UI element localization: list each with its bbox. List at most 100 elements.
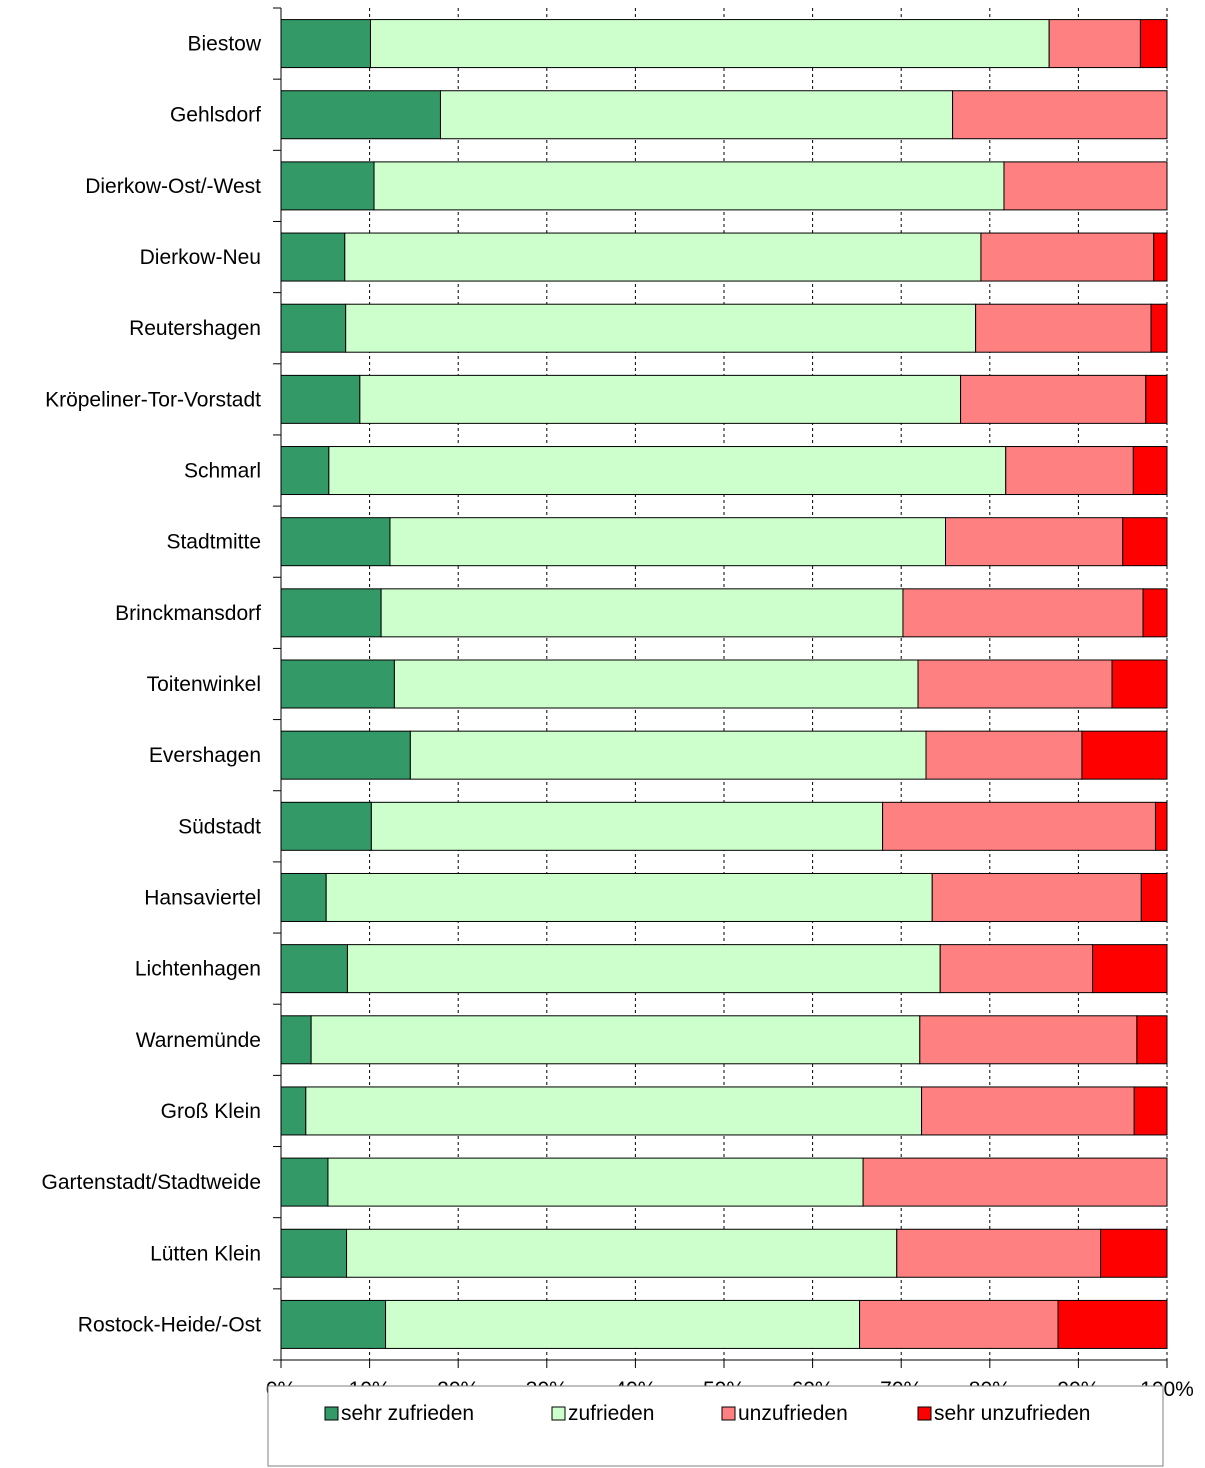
bar-segment [859, 1299, 1059, 1349]
bar-segment [952, 90, 1168, 140]
bar-segment [1048, 19, 1141, 69]
bar-segment [1136, 1015, 1168, 1065]
category-label: Brinckmansdorf [115, 602, 261, 625]
bar-segment [280, 161, 375, 211]
bar-segment [280, 19, 371, 69]
bars [280, 19, 1168, 1349]
bar-segment [280, 1015, 312, 1065]
category-labels: Biestow Gehlsdorf Dierkow-Ost/-West Dierkow… [42, 33, 262, 1337]
bar-segment [280, 588, 382, 638]
bar-segment [1122, 517, 1168, 567]
bar-segment [945, 517, 1124, 567]
category-label: Südstadt [178, 815, 261, 838]
bar-segment [327, 1157, 864, 1207]
legend-label: unzufrieden [738, 1402, 848, 1425]
bar-segment [917, 659, 1113, 709]
bar-segment [359, 374, 962, 424]
bar-segment [439, 90, 954, 140]
bar-segment [370, 801, 884, 851]
category-label: Gehlsdorf [170, 104, 261, 127]
bar-segment [280, 232, 346, 282]
legend-swatch [324, 1406, 339, 1421]
bar-segment [280, 303, 347, 353]
bar-segment [305, 1086, 923, 1136]
bar-segment [389, 517, 946, 567]
category-label: Lichtenhagen [135, 958, 261, 981]
bar-segment [280, 1157, 329, 1207]
bar-segment [280, 944, 348, 994]
legend-label: sehr unzufrieden [934, 1402, 1090, 1425]
bar-segment [346, 944, 941, 994]
bar-segment [385, 1299, 861, 1349]
bar-segment [939, 944, 1094, 994]
legend-swatch [721, 1406, 736, 1421]
bar-segment [925, 730, 1083, 780]
category-label: Groß Klein [161, 1100, 261, 1123]
category-label: Dierkow-Ost/-West [85, 175, 261, 198]
bar-segment [280, 1086, 307, 1136]
bar-segment [1145, 374, 1168, 424]
bar-segment [896, 1228, 1102, 1278]
bar-segment [409, 730, 927, 780]
bar-segment [328, 446, 1007, 496]
category-label: Rostock-Heide/-Ost [78, 1313, 261, 1336]
bar-segment [1150, 303, 1168, 353]
bar-segment [1139, 19, 1168, 69]
bar-segment [882, 801, 1156, 851]
category-label: Lütten Klein [150, 1242, 261, 1265]
bar-segment [1142, 588, 1168, 638]
category-label: Kröpeliner-Tor-Vorstadt [45, 388, 261, 411]
bar-segment [960, 374, 1147, 424]
category-label: Stadtmitte [166, 531, 261, 554]
legend-swatch [917, 1406, 932, 1421]
bar-segment [280, 1228, 348, 1278]
bar-segment [344, 232, 982, 282]
legend: sehr zufrieden zufrieden unzufrieden sehr u… [267, 1385, 1164, 1467]
bar-segment [931, 872, 1142, 922]
bar-segment [1092, 944, 1168, 994]
bar-segment [1057, 1299, 1168, 1349]
category-label: Gartenstadt/Stadtweide [42, 1171, 261, 1194]
bar-segment [1111, 659, 1168, 709]
category-label: Dierkow-Neu [140, 246, 261, 269]
legend-label: sehr zufrieden [341, 1402, 474, 1425]
bar-segment [1154, 801, 1168, 851]
category-label: Reutershagen [129, 317, 261, 340]
bar-segment [280, 374, 361, 424]
bar-segment [919, 1015, 1138, 1065]
bar-segment [902, 588, 1144, 638]
legend-box [267, 1385, 1164, 1467]
bar-segment [980, 232, 1155, 282]
bar-segment [1100, 1228, 1168, 1278]
category-label: Schmarl [184, 460, 261, 483]
bar-segment [1132, 446, 1168, 496]
bar-segment [280, 446, 330, 496]
bar-segment [346, 1228, 898, 1278]
bar-segment [1005, 446, 1134, 496]
category-label: Evershagen [149, 744, 261, 767]
bar-segment [345, 303, 977, 353]
category-label: Toitenwinkel [147, 673, 261, 696]
bar-segment [280, 801, 372, 851]
bar-segment [1140, 872, 1168, 922]
bar-segment [280, 90, 441, 140]
bar-segment [373, 161, 1005, 211]
bar-segment [280, 517, 391, 567]
bar-segment [1003, 161, 1168, 211]
bar-segment [975, 303, 1152, 353]
bar-segment [325, 872, 933, 922]
axes [273, 7, 1168, 1368]
category-label: Warnemünde [136, 1029, 261, 1052]
bar-segment [1133, 1086, 1168, 1136]
bar-segment [280, 730, 411, 780]
bar-segment [310, 1015, 921, 1065]
legend-label: zufrieden [568, 1402, 654, 1425]
bar-segment [380, 588, 904, 638]
legend-swatch [551, 1406, 566, 1421]
bar-segment [280, 872, 327, 922]
bar-segment [1081, 730, 1168, 780]
bar-segment [1153, 232, 1168, 282]
bar-segment [280, 659, 395, 709]
bar-segment [393, 659, 919, 709]
